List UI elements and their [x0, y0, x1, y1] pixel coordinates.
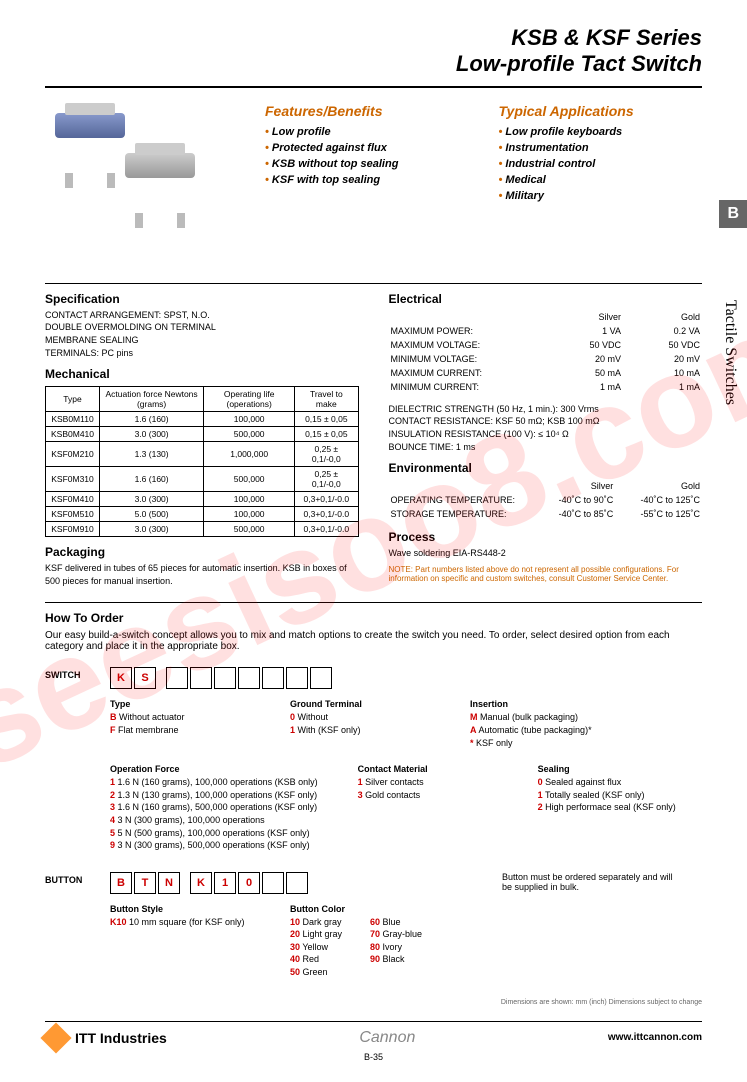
feature-item: KSB without top sealing [265, 156, 469, 172]
order-box [238, 667, 260, 689]
option-group: Operation Force1 1.6 N (160 grams), 100,… [110, 764, 318, 852]
order-box: K [110, 667, 132, 689]
side-label: Tactile Switches [721, 300, 739, 405]
order-box: N [158, 872, 180, 894]
footer-url: www.ittcannon.com [608, 1032, 702, 1043]
electrical-title: Electrical [389, 292, 442, 306]
application-item: Military [499, 188, 703, 204]
packaging-title: Packaging [45, 545, 359, 559]
specification-title: Specification [45, 292, 359, 306]
option-group: Button Color10 Dark gray20 Light gray30 … [290, 904, 430, 979]
option-group: Contact Material1 Silver contacts3 Gold … [358, 764, 498, 852]
table-row: MINIMUM CURRENT:1 mA1 mA [391, 381, 701, 393]
table-row: KSF0M2101.3 (130)1,000,0000,25 ± 0,1/-0,… [46, 442, 359, 467]
order-box: 1 [214, 872, 236, 894]
application-item: Industrial control [499, 156, 703, 172]
feature-item: Protected against flux [265, 140, 469, 156]
spec-line: DOUBLE OVERMOLDING ON TERMINAL [45, 321, 359, 334]
process-text: Wave soldering EIA-RS448-2 [389, 547, 703, 560]
side-tab: B [719, 200, 747, 228]
table-row: MAXIMUM CURRENT:50 mA10 mA [391, 367, 701, 379]
order-box [166, 667, 188, 689]
packaging-text: KSF delivered in tubes of 65 pieces for … [45, 562, 359, 587]
order-box [262, 667, 284, 689]
button-label: BUTTON [45, 875, 82, 885]
howto-text: Our easy build-a-switch concept allows y… [45, 630, 702, 652]
title-line2: Low-profile Tact Switch [45, 51, 702, 77]
page-header: KSB & KSF Series Low-profile Tact Switch [45, 25, 702, 78]
feature-item: Low profile [265, 124, 469, 140]
header-rule [45, 86, 702, 88]
spec-line: CONTACT ARRANGEMENT: SPST, N.O. [45, 309, 359, 322]
switch-label: SWITCH [45, 670, 81, 680]
config-note: NOTE: Part numbers listed above do not r… [389, 565, 703, 583]
order-box: T [134, 872, 156, 894]
table-row: MINIMUM VOLTAGE:20 mV20 mV [391, 353, 701, 365]
howto-title: How To Order [45, 611, 702, 625]
table-row: OPERATING TEMPERATURE:-40˚C to 90˚C-40˚C… [391, 494, 701, 506]
table-row: KSF0M3101.6 (160)500,0000,25 ± 0,1/-0,0 [46, 467, 359, 492]
product-image [45, 103, 245, 263]
table-row: MAXIMUM POWER:1 VA0.2 VA [391, 325, 701, 337]
environmental-table: SilverGoldOPERATING TEMPERATURE:-40˚C to… [389, 478, 703, 522]
company-name: ITT Industries [75, 1030, 167, 1046]
applications-title: Typical Applications [499, 103, 703, 119]
elec-extra-line: DIELECTRIC STRENGTH (50 Hz, 1 min.): 300… [389, 403, 703, 416]
button-order-row: BUTTON BTNK10 Button must be ordered sep… [45, 872, 702, 979]
table-row: KSF0M4103.0 (300)100,0000,3+0,1/-0.0 [46, 492, 359, 507]
table-row: KSB0M1101.6 (160)100,0000,15 ± 0,05 [46, 412, 359, 427]
table-row: STORAGE TEMPERATURE:-40˚C to 85˚C-55˚C t… [391, 508, 701, 520]
order-box [190, 667, 212, 689]
elec-extra-line: INSULATION RESISTANCE (100 V): ≤ 10⁴ Ω [389, 428, 703, 441]
features-title: Features/Benefits [265, 103, 469, 119]
table-row: MAXIMUM VOLTAGE:50 VDC50 VDC [391, 339, 701, 351]
feature-item: KSF with top sealing [265, 172, 469, 188]
order-box: S [134, 667, 156, 689]
table-row: KSF0M5105.0 (500)100,0000,3+0,1/-0.0 [46, 507, 359, 522]
spec-line: TERMINALS: PC pins [45, 347, 359, 360]
electrical-table: SilverGoldMAXIMUM POWER:1 VA0.2 VAMAXIMU… [389, 309, 703, 395]
mechanical-table: TypeActuation force Newtons (grams)Opera… [45, 386, 359, 537]
applications-column: Typical Applications Low profile keyboar… [499, 103, 703, 263]
order-box [286, 872, 308, 894]
table-row: KSF0M9103.0 (300)500,0000,3+0,1/-0.0 [46, 522, 359, 537]
option-group: Button StyleK10 10 mm square (for KSF on… [110, 904, 250, 979]
option-group: InsertionM Manual (bulk packaging)A Auto… [470, 699, 610, 749]
spec-line: MEMBRANE SEALING [45, 334, 359, 347]
features-column: Features/Benefits Low profileProtected a… [265, 103, 469, 263]
option-group: Sealing0 Sealed against flux1 Totally se… [538, 764, 678, 852]
application-item: Instrumentation [499, 140, 703, 156]
order-box [214, 667, 236, 689]
mechanical-title: Mechanical [45, 367, 359, 381]
switch-order-row: SWITCH KS TypeB Without actuatorF Flat m… [45, 667, 702, 851]
order-box: B [110, 872, 132, 894]
process-title: Process [389, 530, 703, 544]
page-number: B-35 [45, 1052, 702, 1062]
company-logo-icon [40, 1022, 71, 1053]
order-box: K [190, 872, 212, 894]
application-item: Medical [499, 172, 703, 188]
option-group: TypeB Without actuatorF Flat membrane [110, 699, 250, 749]
environmental-title: Environmental [389, 461, 703, 475]
elec-extra-line: CONTACT RESISTANCE: KSF 50 mΩ; KSB 100 m… [389, 415, 703, 428]
order-box [262, 872, 284, 894]
elec-extra-line: BOUNCE TIME: 1 ms [389, 441, 703, 454]
order-box: 0 [238, 872, 260, 894]
table-row: KSB0M4103.0 (300)500,0000,15 ± 0,05 [46, 427, 359, 442]
order-box [310, 667, 332, 689]
brand-name: Cannon [359, 1029, 415, 1047]
page-footer: ITT Industries Cannon www.ittcannon.com [45, 1021, 702, 1049]
order-box [286, 667, 308, 689]
title-line1: KSB & KSF Series [45, 25, 702, 51]
application-item: Low profile keyboards [499, 124, 703, 140]
button-note: Button must be ordered separately and wi… [502, 872, 682, 892]
option-group: Ground Terminal0 Without1 With (KSF only… [290, 699, 430, 749]
dimension-note: Dimensions are shown: mm (inch) Dimensio… [45, 999, 702, 1006]
